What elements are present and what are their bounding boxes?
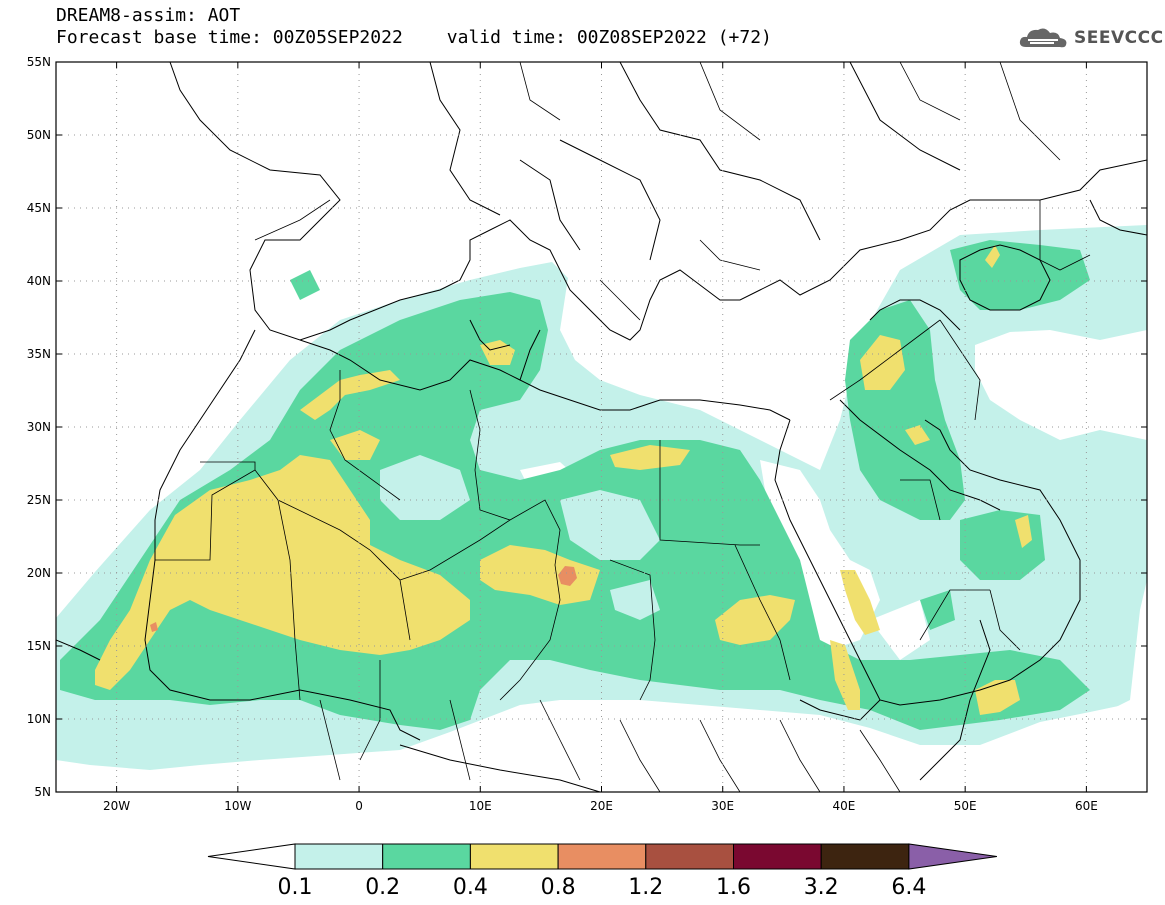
lat-tick-label: 35N [27, 347, 51, 361]
lat-tick-label: 45N [27, 201, 51, 215]
country-borders [155, 62, 1091, 792]
logo-text: SEEVCCC [1074, 28, 1164, 48]
colorbar-level-label: 0.2 [365, 875, 400, 900]
colorbar-box [557, 843, 647, 870]
colorbar-box [382, 843, 471, 870]
aot-field-0.4 [95, 245, 1032, 715]
colorbar-box [294, 843, 384, 870]
valid-time: valid time: 00Z08SEP2022 (+72) [446, 27, 772, 48]
lat-tick-label: 25N [27, 493, 51, 507]
lon-tick-label: 60E [1075, 799, 1098, 813]
cloud-logo-icon [1019, 28, 1067, 48]
lat-tick-label: 10N [27, 712, 51, 726]
colorbar-over-arrow [908, 843, 997, 870]
colorbar-box [645, 843, 734, 870]
lat-tick-label: 5N [34, 785, 51, 799]
colorbar-box [469, 843, 559, 870]
lon-axis: 20W 10W 0 10E 20E 30E 40E 50E 60E [103, 62, 1098, 813]
colorbar-under-arrow [207, 843, 296, 870]
colorbar: 0.1 0.2 0.4 0.8 1.2 1.6 3.2 6.4 [207, 843, 997, 900]
lon-tick-label: 40E [833, 799, 856, 813]
lat-tick-label: 30N [27, 420, 51, 434]
colorbar-level-label: 1.6 [716, 875, 751, 900]
lon-tick-label: 20E [590, 799, 613, 813]
colorbar-level-label: 0.4 [453, 875, 488, 900]
lon-tick-label: 10E [469, 799, 492, 813]
colorbar-level-label: 1.2 [628, 875, 663, 900]
lat-tick-label: 15N [27, 639, 51, 653]
colorbar-box [820, 843, 910, 870]
lon-tick-label: 50E [954, 799, 977, 813]
colorbar-box [733, 843, 822, 870]
lon-tick-label: 0 [355, 799, 363, 813]
forecast-base-time: Forecast base time: 00Z05SEP2022 [56, 27, 403, 48]
lat-axis: 55N 50N 45N 40N 35N 30N 25N 20N 15N 10N 5N [27, 55, 1147, 799]
lon-tick-label: 10W [224, 799, 251, 813]
lat-tick-label: 55N [27, 55, 51, 69]
colorbar-level-label: 3.2 [804, 875, 839, 900]
lon-tick-label: 30E [711, 799, 734, 813]
colorbar-level-label: 6.4 [891, 875, 926, 900]
map-title: DREAM8-assim: AOT [56, 5, 241, 26]
coastlines [56, 62, 1147, 792]
lat-tick-label: 20N [27, 566, 51, 580]
lat-tick-label: 40N [27, 274, 51, 288]
aot-fields [56, 62, 1147, 792]
colorbar-level-label: 0.1 [278, 875, 313, 900]
aot-field-0.8 [150, 566, 577, 632]
colorbar-level-label: 0.8 [541, 875, 576, 900]
lat-tick-label: 50N [27, 128, 51, 142]
lon-tick-label: 20W [103, 799, 130, 813]
seevccc-logo: SEEVCCC [1018, 24, 1164, 52]
aot-field-0.1-inner [210, 455, 660, 620]
time-info: Forecast base time: 00Z05SEP2022 valid ti… [56, 28, 772, 48]
